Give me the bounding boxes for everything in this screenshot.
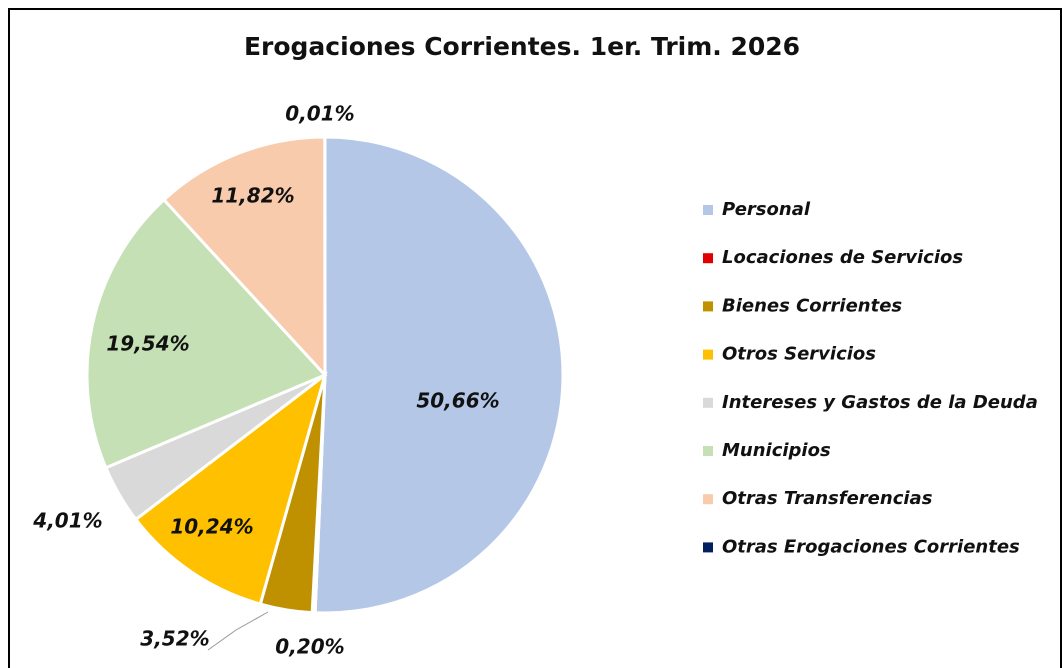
legend-swatch [703,397,713,408]
legend-label: Municipios [722,440,831,461]
pie-slice [161,135,327,379]
data-label: 50,66% [416,389,499,413]
legend-label: Intereses y Gastos de la Deuda [722,392,1038,413]
data-label: 10,24% [170,515,253,539]
chart-title: Erogaciones Corrientes. 1er. Trim. 2026 [244,32,800,61]
legend-label: Otros Servicios [722,344,876,365]
data-label: 0,01% [285,102,354,126]
legend-swatch [703,494,713,505]
legend-swatch [703,301,713,312]
leader-line [207,611,269,651]
legend-label: Personal [722,199,811,220]
legend-label: Otras Transferencias [722,488,933,509]
legend-label: Bienes Corrientes [722,295,902,316]
pie-slice [85,197,328,470]
legend-swatch [703,446,713,456]
pie-slice [133,371,328,606]
data-label: 11,82% [211,184,294,208]
data-label: 4,01% [32,509,102,533]
legend-swatch [703,205,713,215]
legend-swatch [703,349,713,360]
legend-label: Locaciones de Servicios [722,247,963,268]
pie-slice [313,135,565,615]
legend-label: Otras Erogaciones Corrientes [722,536,1020,557]
data-label: 0,20% [275,635,344,659]
frame [8,8,1062,668]
data-label: 19,54% [106,332,189,356]
data-label: 3,52% [140,627,209,651]
legend-swatch [703,542,713,553]
legend-swatch [703,253,713,264]
